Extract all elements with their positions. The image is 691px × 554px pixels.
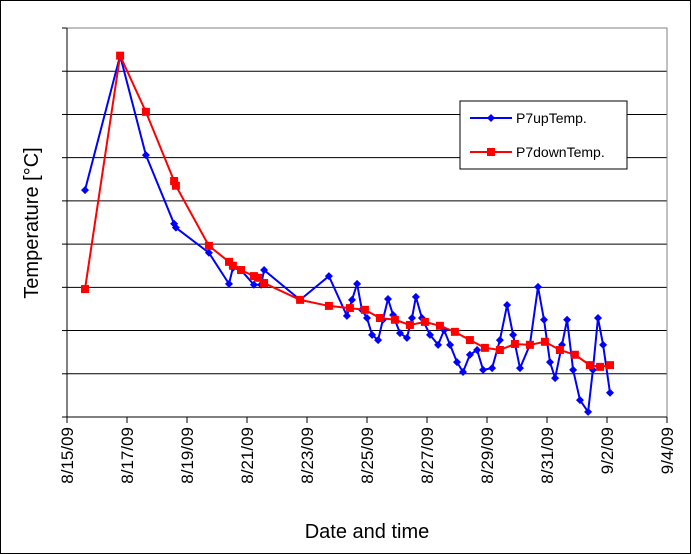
data-point [237, 266, 245, 275]
data-point [324, 272, 333, 281]
data-point [260, 279, 269, 288]
x-tick-label: 8/15/09 [58, 427, 77, 484]
x-tick-label: 8/29/09 [478, 427, 497, 484]
data-point [434, 340, 443, 349]
data-point [348, 295, 356, 304]
data-point [585, 361, 594, 370]
legend-label: P7upTemp. [516, 110, 587, 126]
data-point [81, 186, 89, 195]
y-axis-label: Temperature [°C] [21, 147, 43, 298]
data-point [225, 279, 233, 288]
x-tick-label: 8/27/09 [418, 427, 437, 484]
data-point [596, 362, 605, 371]
x-tick-label: 8/23/09 [298, 427, 317, 484]
data-point [584, 407, 593, 416]
data-point [606, 388, 614, 397]
data-point [534, 282, 542, 291]
data-point [170, 177, 179, 186]
data-point [509, 330, 518, 339]
data-point [599, 340, 608, 349]
data-point [510, 339, 519, 348]
x-axis-label: Date and time [305, 521, 430, 543]
x-tick-label: 9/2/09 [598, 427, 617, 474]
data-point [503, 301, 512, 310]
data-point [465, 350, 474, 359]
data-point [411, 292, 420, 301]
data-point [480, 343, 489, 352]
data-point [249, 272, 258, 281]
data-point [563, 315, 572, 324]
data-point [402, 333, 411, 342]
data-point [540, 315, 548, 324]
data-point [606, 361, 614, 370]
data-point [540, 337, 549, 346]
legend-label: P7downTemp. [516, 144, 605, 160]
data-point [473, 346, 482, 355]
data-point [324, 301, 333, 310]
x-tick-label: 8/21/09 [238, 427, 257, 484]
data-point [81, 285, 89, 294]
data-point [555, 346, 564, 355]
data-point [570, 350, 579, 359]
data-point [249, 280, 258, 289]
legend-marker [487, 148, 495, 156]
data-point [396, 329, 404, 338]
data-point [453, 358, 461, 367]
data-point [390, 315, 399, 324]
data-point [569, 365, 578, 374]
data-point [405, 320, 414, 329]
x-tick-label: 8/25/09 [358, 427, 377, 484]
x-tick-label: 8/31/09 [538, 427, 557, 484]
data-point [495, 346, 504, 355]
data-point [363, 314, 371, 323]
data-point [360, 305, 369, 314]
data-point [450, 327, 459, 336]
data-point [459, 368, 467, 377]
data-point [551, 374, 560, 383]
data-point [525, 340, 534, 349]
data-point [345, 304, 354, 313]
data-point [374, 336, 383, 345]
data-point [296, 295, 305, 304]
data-point [171, 223, 180, 232]
legend: P7upTemp. P7downTemp. [459, 100, 628, 170]
data-point [260, 266, 269, 275]
data-point [488, 364, 497, 373]
data-point [594, 314, 602, 323]
x-tick-label: 9/4/09 [658, 427, 677, 474]
data-point [368, 330, 377, 339]
data-point [204, 248, 213, 257]
data-point [435, 321, 444, 330]
data-point [516, 364, 524, 373]
data-point [576, 396, 584, 405]
data-point [141, 107, 150, 116]
data-point [353, 279, 362, 288]
x-tick-label: 8/19/09 [178, 427, 197, 484]
data-point [116, 51, 125, 60]
data-point [228, 261, 237, 270]
data-point [446, 340, 455, 349]
data-point [204, 241, 213, 250]
data-point [171, 181, 180, 190]
data-point [141, 151, 150, 160]
data-point [384, 295, 392, 304]
x-tick-label: 8/17/09 [118, 427, 137, 484]
data-point [342, 311, 351, 320]
data-point [479, 365, 488, 374]
data-point [254, 273, 263, 282]
legend-box [459, 100, 628, 170]
data-point [375, 314, 384, 323]
data-point [495, 336, 504, 345]
data-point [426, 330, 434, 339]
legend-marker [487, 114, 495, 122]
data-point [465, 336, 474, 345]
data-point [408, 314, 416, 323]
data-point [546, 358, 554, 367]
data-point [420, 317, 429, 326]
